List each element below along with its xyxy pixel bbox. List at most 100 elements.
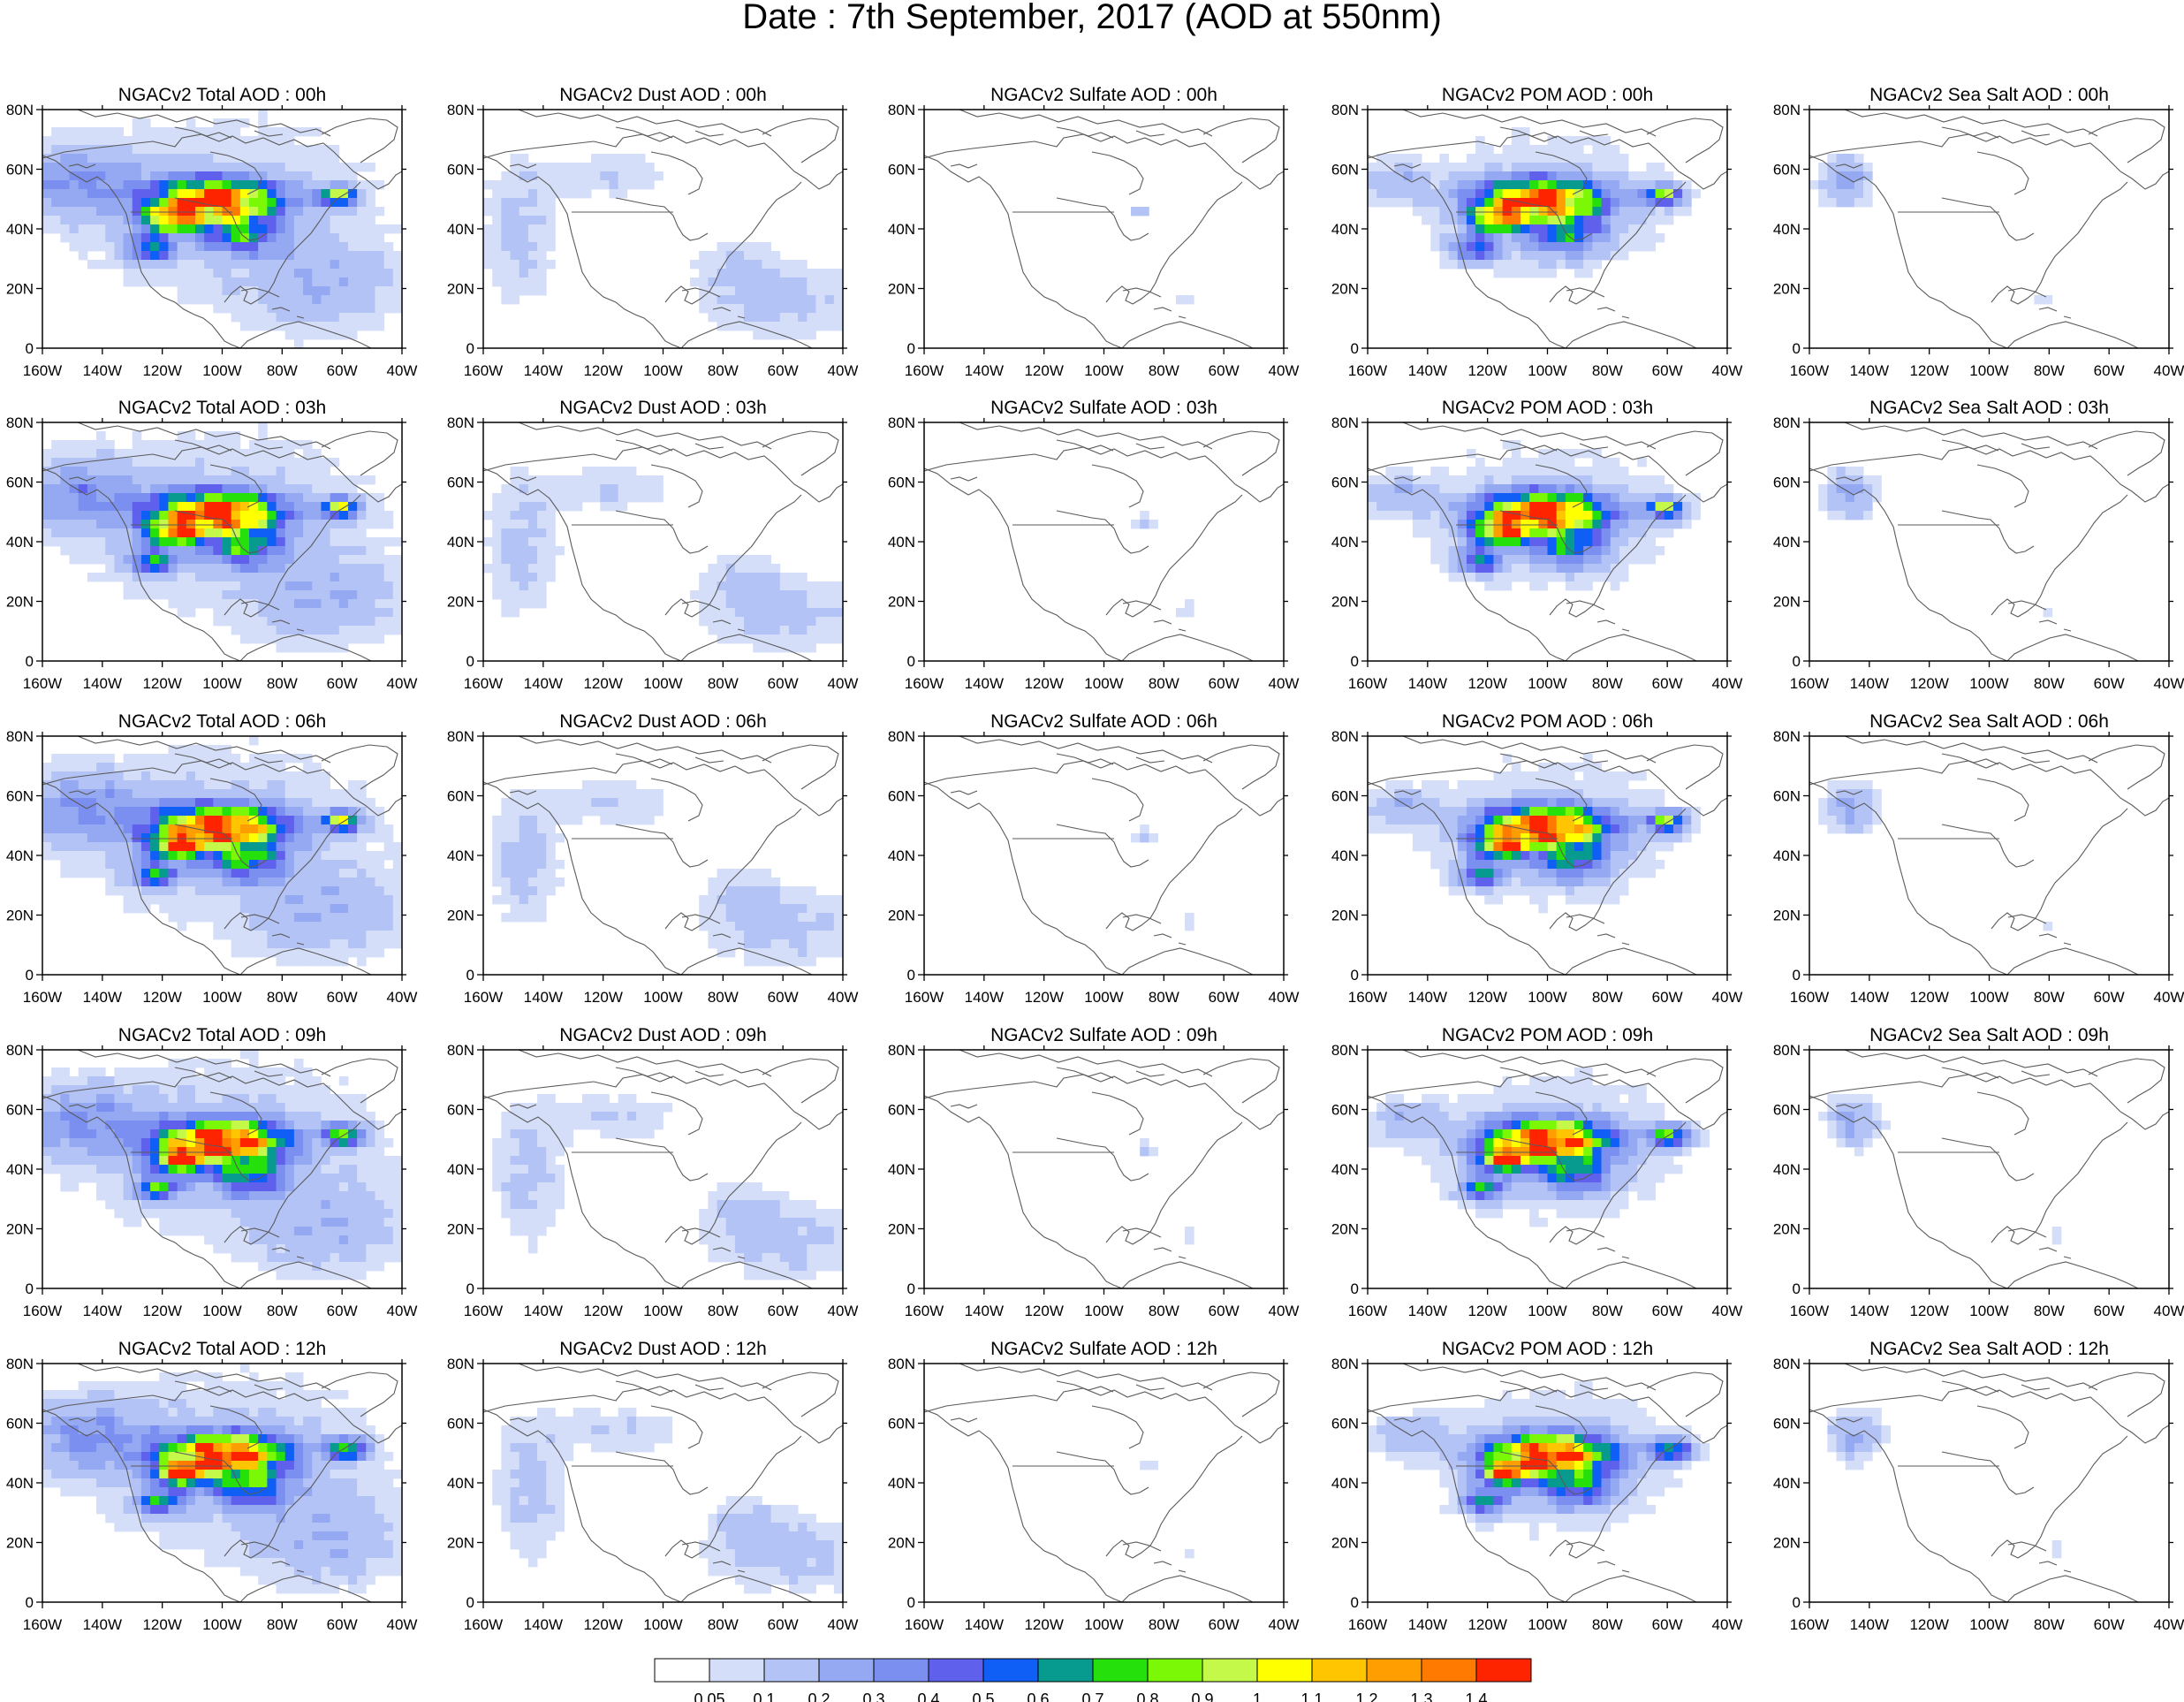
aod-cell <box>293 339 304 348</box>
aod-cell <box>194 1461 205 1470</box>
aod-cell <box>140 136 151 146</box>
lat-tick-label: 80N <box>447 414 474 431</box>
aod-cell <box>347 1425 358 1435</box>
aod-cell <box>168 1523 178 1532</box>
aod-cell <box>222 878 232 887</box>
aod-cell <box>338 528 349 538</box>
aod-cell <box>392 1174 402 1183</box>
aod-cell <box>194 224 205 234</box>
aod-cell <box>347 269 358 278</box>
aod-cell <box>150 1182 160 1192</box>
aod-cell <box>338 1271 349 1280</box>
aod-cell <box>293 1235 304 1245</box>
aod-cell <box>366 511 375 520</box>
aod-cell <box>338 1227 349 1236</box>
aod-cell <box>321 224 331 234</box>
aod-cell <box>222 269 232 278</box>
aod-cell <box>330 154 340 163</box>
aod-cell <box>177 1470 187 1479</box>
aod-cell <box>284 528 295 538</box>
aod-cell <box>231 145 241 155</box>
aod-cell <box>159 484 169 494</box>
panel-title: NGACv2 Dust AOD : 06h <box>559 711 767 732</box>
aod-cell <box>105 467 115 476</box>
aod-cell <box>231 537 241 547</box>
aod-cell <box>330 1531 340 1541</box>
aod-cell <box>249 322 259 331</box>
aod-cell <box>150 842 160 852</box>
aod-cell <box>194 467 205 476</box>
aod-cell <box>42 154 52 163</box>
aod-cell <box>239 546 250 556</box>
aod-cell <box>258 626 268 635</box>
aod-cell <box>833 590 843 600</box>
aod-cell <box>392 895 402 905</box>
aod-cell <box>321 502 331 512</box>
aod-cell <box>284 1478 295 1488</box>
aod-cell <box>123 573 133 582</box>
aod-cell <box>168 1147 178 1157</box>
aod-cell <box>303 1549 313 1559</box>
aod-cell <box>114 789 124 799</box>
aod-cell <box>168 277 178 287</box>
aod-cell <box>564 493 574 503</box>
aod-cell <box>231 1523 241 1532</box>
aod-cell <box>194 1209 205 1219</box>
aod-cell <box>258 277 268 287</box>
aod-cell <box>734 939 745 949</box>
aod-cell <box>347 251 358 261</box>
aod-cell <box>213 886 223 896</box>
aod-cell <box>284 564 295 574</box>
aod-cell <box>510 484 520 494</box>
aod-cell <box>78 1138 88 1148</box>
aod-cell <box>159 807 169 817</box>
aod-cell <box>96 233 106 243</box>
aod-cell <box>222 1129 232 1139</box>
aod-cell <box>186 1408 196 1417</box>
aod-cell <box>330 484 340 494</box>
aod-cell <box>383 260 394 270</box>
aod-cell <box>249 233 259 243</box>
aod-cell <box>293 1496 304 1506</box>
aod-cell <box>284 493 295 503</box>
aod-cell <box>87 754 97 764</box>
aod-cell <box>383 1496 394 1506</box>
aod-cell <box>815 895 826 905</box>
aod-cell <box>231 763 241 772</box>
aod-cell <box>366 1505 375 1515</box>
aod-cell <box>186 1478 196 1488</box>
aod-cell <box>249 198 259 208</box>
aod-cell <box>330 1425 340 1435</box>
aod-cell <box>338 1505 349 1515</box>
aod-cell <box>213 1182 223 1192</box>
aod-cell <box>770 331 781 340</box>
aod-cell <box>375 493 385 503</box>
aod-cell <box>96 528 106 538</box>
aod-cell <box>510 207 520 217</box>
aod-cell <box>78 780 88 790</box>
aod-cell <box>519 233 529 243</box>
aod-cell <box>213 617 223 627</box>
aod-cell <box>105 833 115 843</box>
aod-cell <box>833 286 843 296</box>
aod-cell <box>96 1138 106 1148</box>
aod-cell <box>249 851 259 861</box>
aod-cell <box>222 216 232 225</box>
aod-cell <box>338 1174 349 1183</box>
aod-cell <box>492 269 502 278</box>
aod-cell <box>42 224 52 234</box>
aod-cell <box>347 295 358 305</box>
aod-cell <box>645 484 655 494</box>
aod-cell <box>177 754 187 764</box>
aod-cell <box>573 171 583 181</box>
aod-cell <box>357 833 367 843</box>
aod-cell <box>338 939 349 949</box>
aod-cell <box>231 171 241 181</box>
aod-cell <box>194 807 205 817</box>
aod-cell <box>392 904 402 914</box>
aod-cell <box>222 1174 232 1183</box>
aod-cell <box>609 189 619 199</box>
aod-cell <box>177 511 187 520</box>
aod-cell <box>231 807 241 817</box>
